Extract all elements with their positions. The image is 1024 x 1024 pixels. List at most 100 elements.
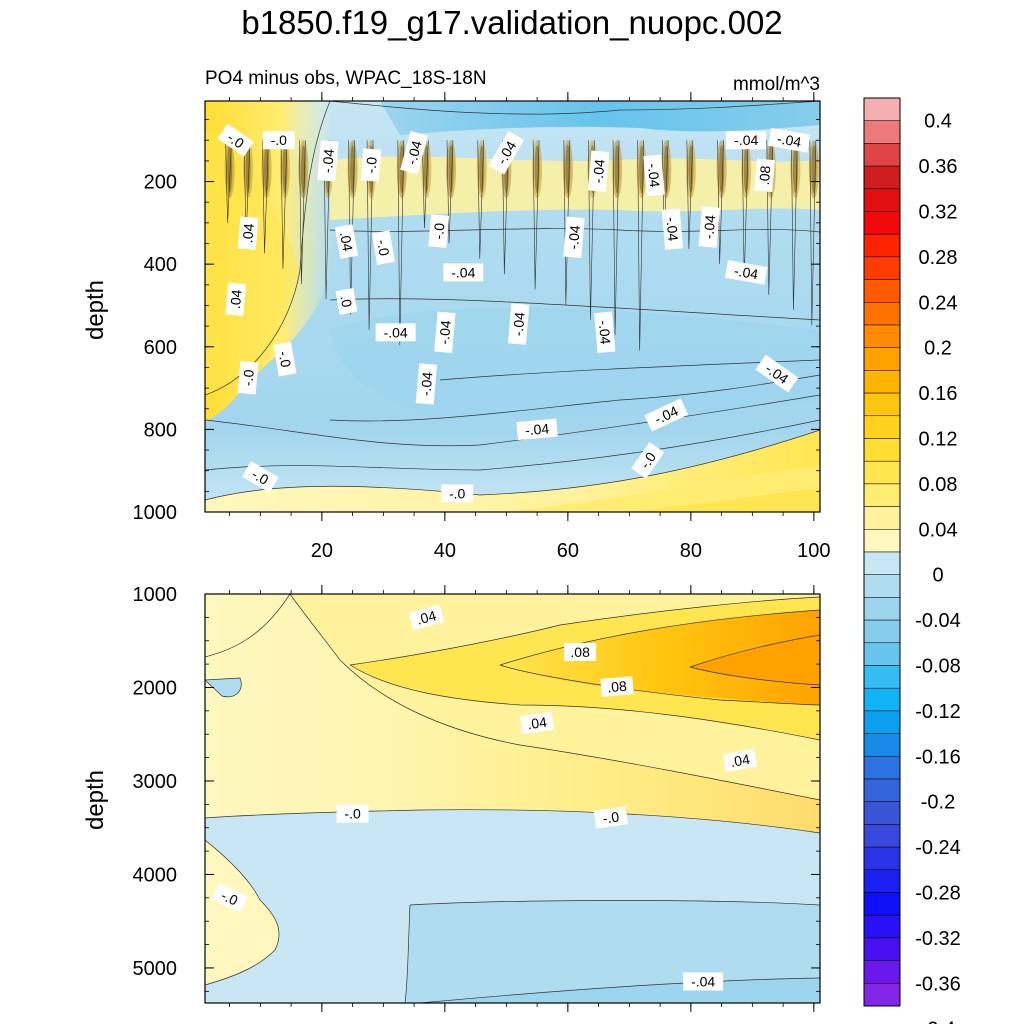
ytick-label: 1000 [133,584,178,606]
colorbar-swatch [864,212,900,235]
contour-label-text: .04 [729,751,751,770]
contour-label: -.04 [699,206,720,247]
contour-label-text: -.04 [565,224,583,250]
colorbar-swatch [864,666,900,689]
ytick-label: 600 [144,337,177,359]
contour-label: -.04 [376,323,416,341]
contour-label: -.0 [361,148,382,181]
colorbar-label: -0.36 [915,973,961,995]
contour-label-text: -.04 [417,371,435,397]
colorbar-label: 0.16 [919,383,958,405]
colorbar-label: 0.36 [919,156,958,178]
contour-label: -.04 [434,312,455,353]
colorbar-swatch [864,620,900,643]
colorbar-label: -0.04 [915,610,961,632]
colorbar-label: -0.32 [915,928,961,950]
colorbar-label: -0.08 [915,656,961,678]
colorbar-swatch [864,234,900,257]
colorbar-swatch [864,98,900,121]
colorbar-swatch [864,280,900,303]
colorbar-swatch [864,121,900,144]
contour-label-text: -.04 [384,324,408,340]
colorbar-label: 0.28 [919,247,958,269]
colorbar-label: 0.04 [919,519,958,541]
contour-label-text: -.0 [449,485,466,501]
contour-label-text: -.04 [590,158,608,184]
chart-canvas: -.0 -.0 -.04 -.0 -.04 -.04 -.04 -.04 -.04 -.04 .08… [0,0,1024,1024]
contour-label: .08 [754,159,775,192]
contour-label: .04 [225,283,246,316]
contour-label-text: -.0 [276,350,295,369]
colorbar-swatch [864,983,900,1006]
colorbar-swatch [864,870,900,893]
colorbar-swatch [864,166,900,189]
contour-label-text: .04 [526,714,548,733]
colorbar-swatch [864,575,900,598]
contour-label-text: -.0 [374,238,393,257]
colorbar-swatch [864,529,900,552]
contour-label-text: -.04 [451,264,475,280]
contour-label-text: -.0 [362,156,379,174]
contour-label-text: -.04 [663,216,681,242]
ytick-label: 200 [144,172,177,194]
colorbar-swatch [864,552,900,575]
colorbar-swatch [864,325,900,348]
colorbar-label: -0.2 [921,792,955,814]
contour-label-text: .08 [570,644,590,660]
contour-label-text: -.04 [734,132,758,148]
lower-ylabel: depth [82,770,109,830]
contour-label: -.04 [726,131,766,149]
colorbar-label: 0.32 [919,202,958,224]
colorbar-swatch [864,893,900,916]
contour-label: -.04 [662,208,683,249]
contour-label-text: -.04 [510,311,528,337]
colorbar-swatch [864,461,900,484]
upper-ylabel: depth [82,280,109,340]
colorbar-label: 0.12 [919,429,958,451]
lower-contour-fill [205,594,820,1003]
contour-label: .08 [564,643,596,661]
colorbar-swatch [864,961,900,984]
ytick-label: 400 [144,254,177,276]
colorbar-label: 0.08 [919,474,958,496]
upper-left-string: PO4 minus obs, WPAC_18S-18N [205,68,487,89]
xtick-label: 40 [434,540,456,562]
contour-label: -.04 [416,363,437,404]
ytick-label: 3000 [133,771,178,793]
contour-label: -.0 [428,214,449,247]
contour-label: -.04 [317,140,338,181]
colorbar-swatch [864,643,900,666]
contour-label-text: -.04 [524,420,550,438]
contour-label-text: -.0 [271,132,288,148]
contour-label-text: -.04 [700,214,718,240]
contour-label: -.0 [238,361,259,394]
colorbar-swatch [864,370,900,393]
ytick-label: 2000 [133,677,178,699]
colorbar-swatch [864,189,900,212]
colorbar-swatch [864,302,900,325]
contour-label-text: -.0 [430,222,447,240]
contour-label: -.04 [594,312,615,353]
colorbar-label: -0.16 [915,746,961,768]
colorbar-swatch [864,507,900,530]
upper-panel: -.0 -.0 -.04 -.0 -.04 -.04 -.04 -.04 -.04 -.04 .08… [82,68,831,562]
ytick-label: 4000 [133,864,178,886]
xtick-label: 100 [797,540,830,562]
xtick-label: 60 [557,540,579,562]
colorbar-label: 0 [932,565,943,587]
contour-label-text: -.04 [436,319,454,345]
contour-label-text: .04 [227,289,245,310]
colorbar-swatch [864,597,900,620]
ytick-label: 800 [144,419,177,441]
contour-label: -.0 [263,131,295,149]
colorbar-swatch [864,938,900,961]
contour-label-text: -.04 [319,148,337,174]
colorbar-swatch [864,711,900,734]
colorbar-swatch [864,439,900,462]
contour-label: -.04 [516,419,557,440]
colorbar-label: -0.12 [915,701,961,723]
contour-label-text: .04 [337,230,356,252]
lower-panel: .04.08.08.04.04-.0 -.0-.0-.04 10002000300… [82,584,820,1012]
colorbar-swatch [864,416,900,439]
contour-label-text: -.04 [691,973,715,989]
